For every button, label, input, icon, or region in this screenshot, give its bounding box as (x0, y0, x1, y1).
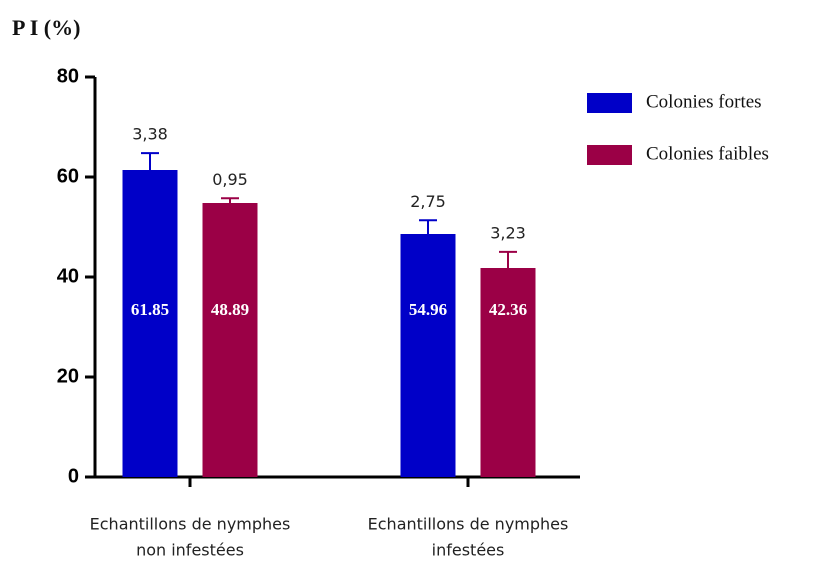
bar (202, 203, 258, 477)
y-tick-label: 80 (57, 65, 79, 87)
y-tick-label: 60 (57, 165, 79, 187)
bar (480, 268, 536, 477)
bar-annotation: 54.96 (409, 300, 447, 319)
legend-label: Colonies fortes (646, 91, 762, 112)
x-tick-label: Echantillons de nymphes (90, 515, 291, 534)
x-tick-label: Echantillons de nymphes (368, 515, 569, 534)
y-tick-label: 20 (57, 365, 79, 387)
x-tick-label: non infestées (136, 541, 244, 560)
error-label: 2,75 (410, 192, 446, 211)
y-tick-label: 40 (57, 265, 79, 287)
legend-label: Colonies faibles (646, 143, 769, 164)
legend-swatch (587, 145, 632, 165)
y-axis-title: P I (%) (12, 15, 80, 40)
bar-annotation: 42.36 (489, 300, 527, 319)
bar (400, 234, 456, 477)
x-tick-label: infestées (432, 541, 505, 560)
legend-swatch (587, 93, 632, 113)
bar-annotation: 48.89 (211, 300, 249, 319)
error-label: 3,38 (132, 125, 168, 144)
bar-annotation: 61.85 (131, 300, 169, 319)
bar (122, 170, 178, 477)
error-label: 0,95 (212, 170, 248, 189)
error-label: 3,23 (490, 223, 526, 242)
y-tick-label: 0 (68, 465, 79, 487)
